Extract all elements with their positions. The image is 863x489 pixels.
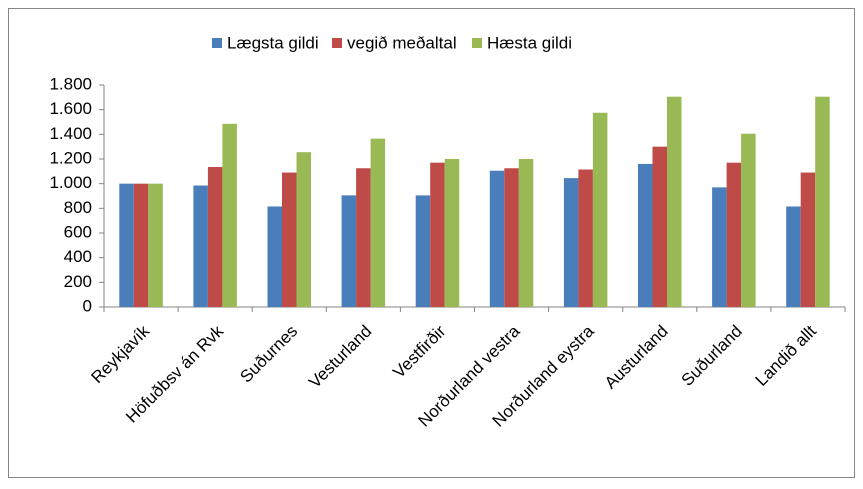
bar: [356, 168, 371, 307]
bar: [489, 170, 505, 307]
bar: [726, 162, 742, 307]
bar: [504, 168, 519, 307]
bar: [667, 96, 682, 307]
y-tick-label: 800: [64, 198, 92, 217]
bar: [133, 183, 149, 307]
bar: [415, 195, 431, 307]
legend-swatch: [472, 38, 482, 48]
legend-swatch: [212, 38, 222, 48]
y-tick-label: 200: [64, 272, 92, 291]
y-tick-label: 1.200: [49, 148, 92, 167]
y-tick-label: 400: [64, 247, 92, 266]
bar: [592, 112, 608, 307]
bar: [563, 178, 579, 307]
bar: [786, 206, 801, 307]
bar: [518, 159, 534, 307]
bar: [119, 183, 134, 307]
bar: [267, 206, 282, 307]
bar: [652, 146, 667, 307]
legend-label: Hæsta gildi: [487, 33, 572, 52]
bar: [430, 162, 445, 307]
bar: [341, 195, 357, 307]
bar: [578, 169, 593, 307]
bar: [370, 138, 386, 307]
legend-label: Lægsta gildi: [227, 33, 319, 52]
y-tick-label: 600: [64, 222, 92, 241]
bar: [222, 123, 237, 307]
bar: [444, 159, 460, 307]
bar: [193, 185, 208, 307]
bar: [148, 183, 163, 307]
legend-swatch: [332, 38, 342, 48]
bar: [207, 167, 223, 307]
bar: [638, 163, 653, 307]
bar: [741, 133, 756, 307]
bar: [712, 187, 727, 307]
bar: [296, 152, 311, 307]
y-tick-label: 1.000: [49, 173, 92, 192]
bar: [282, 172, 297, 307]
bar: [815, 96, 830, 307]
y-tick-label: 0: [83, 296, 92, 315]
y-tick-label: 1.400: [49, 124, 92, 143]
y-tick-label: 1.800: [49, 74, 92, 93]
y-tick-label: 1.600: [49, 99, 92, 118]
legend-label: vegið meðaltal: [347, 33, 457, 52]
bar: [800, 172, 816, 307]
